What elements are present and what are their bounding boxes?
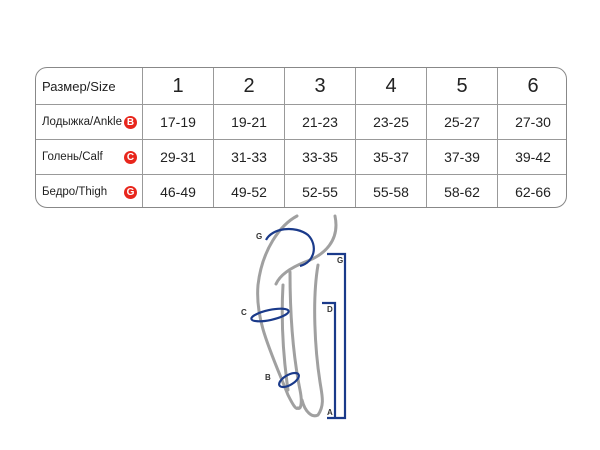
size-value: 39-42 <box>497 140 566 174</box>
calf-circumference <box>250 307 290 323</box>
measure-label-cell: Голень/Calf C <box>36 140 142 174</box>
leg-outline <box>256 214 338 418</box>
measure-label-cell: Лодыжка/Ankle B <box>36 105 142 139</box>
size-header: 2 <box>213 68 284 104</box>
size-value: 29-31 <box>142 140 213 174</box>
size-header: 1 <box>142 68 213 104</box>
size-value: 58-62 <box>426 175 497 207</box>
size-value: 21-23 <box>284 105 355 139</box>
size-value: 25-27 <box>426 105 497 139</box>
measure-marks <box>250 227 347 420</box>
table-row: Лодыжка/Ankle B 17-19 19-21 21-23 23-25 25-27 2… <box>36 104 566 139</box>
size-value: 31-33 <box>213 140 284 174</box>
size-value: 49-52 <box>213 175 284 207</box>
measure-badge: B <box>124 115 137 129</box>
measure-label: Бедро/Thigh <box>42 186 108 198</box>
measure-badge: G <box>124 185 137 199</box>
table-row: Голень/Calf C 29-31 31-33 33-35 35-37 37-39 39-… <box>36 139 566 174</box>
d-length-bracket <box>322 301 337 418</box>
size-value: 33-35 <box>284 140 355 174</box>
thigh-circumference <box>265 227 315 268</box>
measure-label-cell: Бедро/Thigh G <box>36 175 142 207</box>
size-header: 3 <box>284 68 355 104</box>
table-row: Бедро/Thigh G 46-49 49-52 52-55 55-58 58-62 62-… <box>36 174 566 207</box>
size-header: 6 <box>497 68 566 104</box>
measure-label: Голень/Calf <box>42 151 103 163</box>
size-value: 23-25 <box>355 105 426 139</box>
size-value: 52-55 <box>284 175 355 207</box>
size-value: 27-30 <box>497 105 566 139</box>
g-circ-label: G <box>256 232 262 241</box>
measure-badge: C <box>124 150 137 164</box>
size-table: Размер/Size 1 2 3 4 5 6 Лодыжка/Ankle B 17… <box>35 67 567 208</box>
size-value: 62-66 <box>497 175 566 207</box>
header-label: Размер/Size <box>42 78 116 94</box>
a-length-label: A <box>327 408 333 417</box>
size-value: 55-58 <box>355 175 426 207</box>
measure-label: Лодыжка/Ankle <box>42 116 123 128</box>
ankle-circumference <box>278 371 300 389</box>
table-header-row: Размер/Size 1 2 3 4 5 6 <box>36 68 566 104</box>
size-header: 4 <box>355 68 426 104</box>
c-circ-label: C <box>241 308 247 317</box>
size-value: 19-21 <box>213 105 284 139</box>
size-header: 5 <box>426 68 497 104</box>
size-value: 17-19 <box>142 105 213 139</box>
b-circ-label: B <box>265 373 271 382</box>
g-length-label: G <box>337 256 343 265</box>
size-value: 46-49 <box>142 175 213 207</box>
d-length-label: D <box>327 305 333 314</box>
size-value: 37-39 <box>426 140 497 174</box>
size-value: 35-37 <box>355 140 426 174</box>
